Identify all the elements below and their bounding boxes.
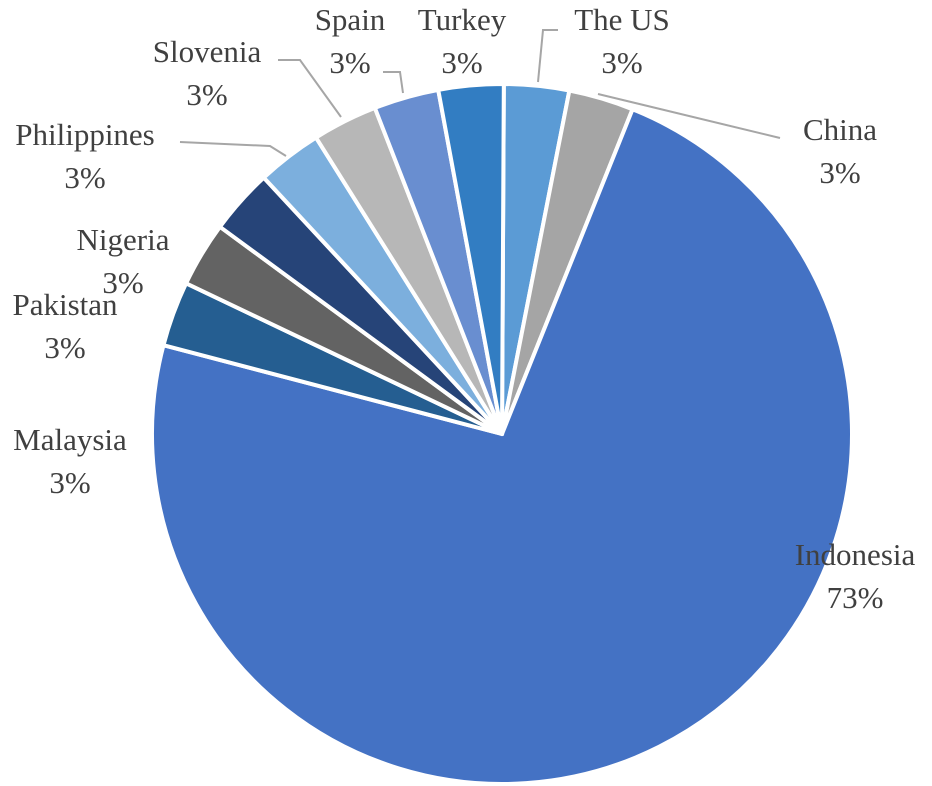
data-label-category: Slovenia bbox=[153, 34, 262, 69]
data-label-category: China bbox=[803, 112, 877, 147]
data-label-spain: Spain 3% bbox=[315, 2, 386, 80]
leader-line-the-us bbox=[537, 29, 558, 83]
data-label-category: The US bbox=[574, 2, 670, 37]
data-labels: The US 3%China 3%Indonesia 73%Malaysia 3%Pak… bbox=[12, 2, 915, 615]
data-label-indonesia: Indonesia 73% bbox=[795, 537, 916, 615]
data-label-category: Spain bbox=[315, 2, 386, 37]
pie-slice-indonesia bbox=[150, 107, 854, 786]
data-label-philippines: Philippines 3% bbox=[15, 117, 155, 195]
data-label-category: Nigeria bbox=[77, 222, 170, 257]
data-label-percent: 3% bbox=[601, 45, 642, 80]
data-label-pakistan: Pakistan 3% bbox=[12, 287, 118, 365]
leader-line-china bbox=[597, 93, 781, 139]
data-label-slovenia: Slovenia 3% bbox=[153, 34, 262, 112]
data-label-percent: 73% bbox=[827, 580, 884, 615]
data-label-category: Indonesia bbox=[795, 537, 916, 572]
data-label-category: Malaysia bbox=[13, 422, 127, 457]
leader-line-spain bbox=[383, 71, 404, 94]
data-label-malaysia: Malaysia 3% bbox=[13, 422, 127, 500]
pie-slices bbox=[150, 81, 854, 786]
pie-slice-turkey bbox=[436, 81, 506, 436]
data-label-percent: 3% bbox=[329, 45, 370, 80]
leader-line-slovenia bbox=[278, 59, 342, 118]
data-label-percent: 3% bbox=[44, 330, 85, 365]
leader-lines bbox=[179, 29, 781, 157]
data-label-percent: 3% bbox=[49, 465, 90, 500]
data-label-turkey: Turkey 3% bbox=[418, 2, 507, 80]
data-label-percent: 3% bbox=[64, 160, 105, 195]
data-label-percent: 3% bbox=[441, 45, 482, 80]
data-label-the-us: The US 3% bbox=[574, 2, 670, 80]
data-label-percent: 3% bbox=[186, 77, 227, 112]
data-label-percent: 3% bbox=[102, 265, 143, 300]
data-label-category: Philippines bbox=[15, 117, 155, 152]
data-label-china: China 3% bbox=[803, 112, 877, 190]
data-label-nigeria: Nigeria 3% bbox=[77, 222, 170, 300]
data-label-percent: 3% bbox=[819, 155, 860, 190]
data-label-category: Turkey bbox=[418, 2, 507, 37]
data-label-category: Pakistan bbox=[12, 287, 118, 322]
leader-line-philippines bbox=[179, 141, 287, 157]
